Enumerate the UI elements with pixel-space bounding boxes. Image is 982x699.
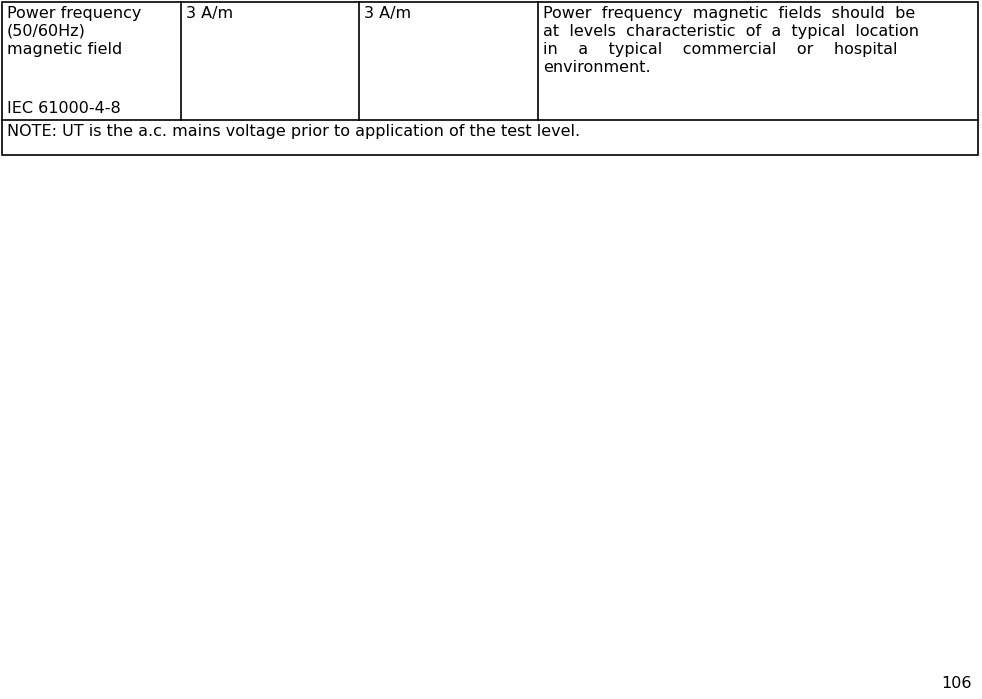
Text: 3 A/m: 3 A/m	[364, 6, 411, 21]
Bar	[2, 2, 978, 155]
Text: 3 A/m: 3 A/m	[186, 6, 233, 21]
Text: 106: 106	[942, 676, 972, 691]
Text: Power  frequency  magnetic  fields  should  be
at  levels  characteristic  of  a: Power frequency magnetic fields should b…	[543, 6, 919, 75]
Text: Power frequency
(50/60Hz)
magnetic field: Power frequency (50/60Hz) magnetic field	[7, 6, 141, 57]
Text: NOTE: UT is the a.c. mains voltage prior to application of the test level.: NOTE: UT is the a.c. mains voltage prior…	[7, 124, 580, 139]
Text: IEC 61000-4-8: IEC 61000-4-8	[7, 101, 121, 116]
